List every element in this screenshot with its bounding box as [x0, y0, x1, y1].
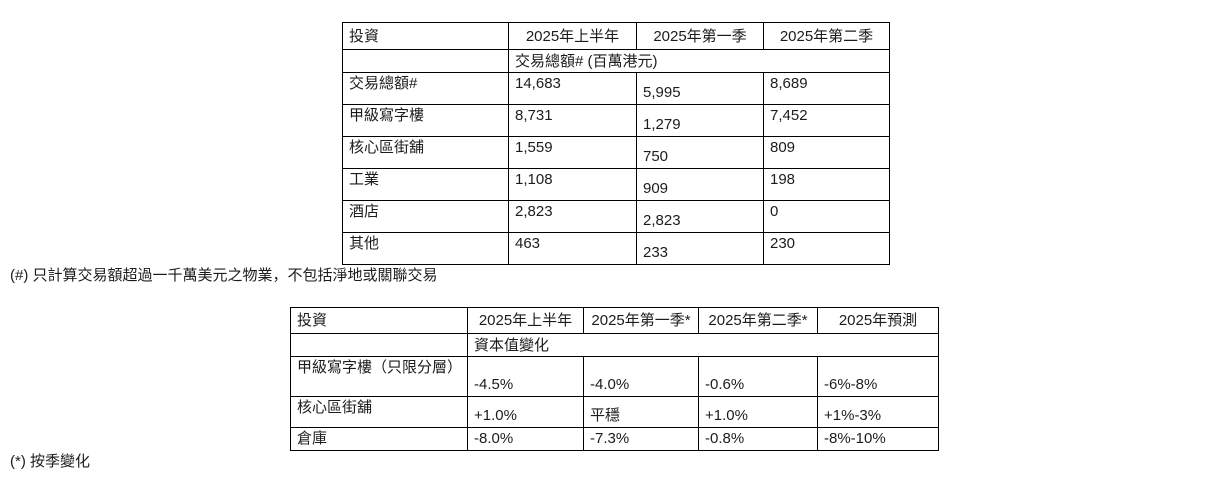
cell-h1-2025: 1,559: [508, 136, 637, 169]
row-label: 其他: [342, 232, 509, 265]
cell-q2-2025: 7,452: [763, 104, 890, 137]
cell-q1-2025: 750: [636, 136, 764, 169]
column-header-h1-2025: 2025年上半年: [467, 307, 584, 334]
cell-h1-2025: 2,823: [508, 200, 637, 233]
cell-h1-2025: 14,683: [508, 72, 637, 105]
cell-q2-2025: 230: [763, 232, 890, 265]
cell-q1-2025: 平穩: [583, 396, 699, 428]
cell-h1-2025: +1.0%: [467, 396, 584, 428]
cell-forecast-2025: -8%-10%: [817, 427, 939, 451]
empty-cell: [290, 333, 468, 357]
table-row: 酒店 2,823 2,823 0: [342, 200, 890, 233]
section-label-capital-value-change: 資本值變化: [467, 333, 939, 357]
cell-h1-2025: -8.0%: [467, 427, 584, 451]
column-header-h1-2025: 2025年上半年: [508, 22, 637, 50]
cell-q2-2025: 809: [763, 136, 890, 169]
column-header-investment: 投資: [342, 22, 509, 50]
table-row: 工業 1,108 909 198: [342, 168, 890, 201]
row-label: 核心區街舖: [342, 136, 509, 169]
cell-q2-2025: 8,689: [763, 72, 890, 105]
row-label: 工業: [342, 168, 509, 201]
row-label: 酒店: [342, 200, 509, 233]
column-header-forecast-2025: 2025年預測: [817, 307, 939, 334]
column-header-q1-2025: 2025年第一季*: [583, 307, 699, 334]
cell-q1-2025: 5,995: [636, 72, 764, 105]
table-row: 核心區街舖 1,559 750 809: [342, 136, 890, 169]
row-label: 核心區街舖: [290, 396, 468, 428]
table-row: 核心區街舖 +1.0% 平穩 +1.0% +1%-3%: [290, 396, 939, 428]
capital-values-section-row: 資本值變化: [290, 333, 939, 357]
column-header-investment: 投資: [290, 307, 468, 334]
transactions-table: 投資 2025年上半年 2025年第一季 2025年第二季 交易總額# (百萬港…: [342, 22, 890, 265]
transactions-section-row: 交易總額# (百萬港元): [342, 49, 890, 73]
cell-q1-2025: 1,279: [636, 104, 764, 137]
column-header-q2-2025: 2025年第二季: [763, 22, 890, 50]
cell-q1-2025: -7.3%: [583, 427, 699, 451]
transactions-header-row: 投資 2025年上半年 2025年第一季 2025年第二季: [342, 22, 890, 50]
cell-forecast-2025: -6%-8%: [817, 356, 939, 397]
cell-q1-2025: 909: [636, 168, 764, 201]
table-row: 甲級寫字樓 8,731 1,279 7,452: [342, 104, 890, 137]
row-label: 甲級寫字樓: [342, 104, 509, 137]
cell-h1-2025: 463: [508, 232, 637, 265]
row-label: 交易總額#: [342, 72, 509, 105]
cell-q1-2025: 2,823: [636, 200, 764, 233]
cell-h1-2025: 1,108: [508, 168, 637, 201]
cell-h1-2025: 8,731: [508, 104, 637, 137]
table-row: 其他 463 233 230: [342, 232, 890, 265]
table-row: 倉庫 -8.0% -7.3% -0.8% -8%-10%: [290, 427, 939, 451]
cell-h1-2025: -4.5%: [467, 356, 584, 397]
cell-q2-2025: -0.6%: [698, 356, 818, 397]
cell-q1-2025: 233: [636, 232, 764, 265]
table-row: 交易總額# 14,683 5,995 8,689: [342, 72, 890, 105]
column-header-q2-2025: 2025年第二季*: [698, 307, 818, 334]
table-row: 甲級寫字樓（只限分層） -4.5% -4.0% -0.6% -6%-8%: [290, 356, 939, 397]
cell-q1-2025: -4.0%: [583, 356, 699, 397]
capital-values-header-row: 投資 2025年上半年 2025年第一季* 2025年第二季* 2025年預測: [290, 307, 939, 334]
cell-q2-2025: -0.8%: [698, 427, 818, 451]
capital-values-table: 投資 2025年上半年 2025年第一季* 2025年第二季* 2025年預測 …: [290, 307, 939, 451]
cell-q2-2025: 0: [763, 200, 890, 233]
section-label-transaction-volume: 交易總額# (百萬港元): [508, 49, 890, 73]
empty-cell: [342, 49, 509, 73]
cell-q2-2025: 198: [763, 168, 890, 201]
cell-forecast-2025: +1%-3%: [817, 396, 939, 428]
row-label: 甲級寫字樓（只限分層）: [290, 356, 468, 397]
star-footnote: (*) 按季變化: [10, 453, 90, 470]
column-header-q1-2025: 2025年第一季: [636, 22, 764, 50]
cell-q2-2025: +1.0%: [698, 396, 818, 428]
row-label: 倉庫: [290, 427, 468, 451]
hash-footnote: (#) 只計算交易額超過一千萬美元之物業，不包括淨地或關聯交易: [10, 267, 438, 284]
